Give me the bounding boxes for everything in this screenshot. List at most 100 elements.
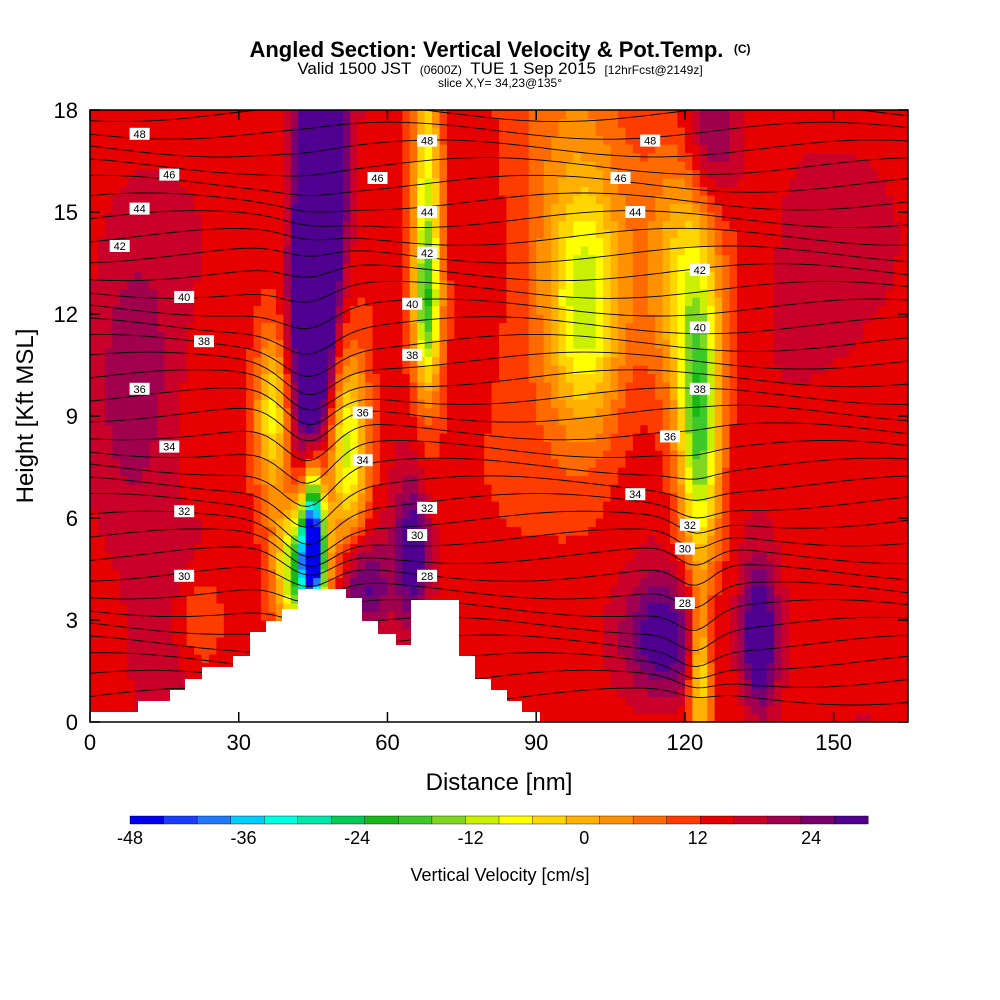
velocity-cell xyxy=(536,475,545,485)
velocity-cell xyxy=(551,628,560,638)
velocity-cell xyxy=(394,594,403,604)
velocity-cell xyxy=(878,501,887,511)
velocity-cell xyxy=(573,628,582,638)
velocity-cell xyxy=(394,518,403,528)
velocity-cell xyxy=(811,628,820,638)
velocity-cell xyxy=(231,365,240,375)
velocity-cell xyxy=(491,535,500,545)
velocity-cell xyxy=(870,450,879,460)
velocity-cell xyxy=(677,577,686,587)
velocity-cell xyxy=(662,543,671,553)
velocity-cell xyxy=(841,696,850,706)
velocity-cell xyxy=(729,492,738,502)
velocity-cell xyxy=(313,535,322,545)
velocity-cell xyxy=(216,424,225,434)
velocity-cell xyxy=(803,679,812,689)
velocity-cell xyxy=(893,535,902,545)
velocity-cell xyxy=(149,399,158,409)
velocity-cell xyxy=(216,484,225,494)
velocity-cell xyxy=(714,433,723,443)
velocity-cell xyxy=(870,424,879,434)
velocity-cell xyxy=(521,645,530,655)
velocity-cell xyxy=(357,433,366,443)
velocity-cell xyxy=(104,679,113,689)
velocity-cell xyxy=(261,416,270,426)
velocity-cell xyxy=(729,467,738,477)
velocity-cell xyxy=(855,535,864,545)
velocity-cell xyxy=(573,458,582,468)
velocity-cell xyxy=(766,679,775,689)
velocity-cell xyxy=(186,518,195,528)
velocity-cell xyxy=(119,671,128,681)
velocity-cell xyxy=(238,518,247,528)
velocity-cell xyxy=(855,407,864,417)
velocity-cell xyxy=(223,552,232,562)
velocity-cell xyxy=(372,484,381,494)
velocity-cell xyxy=(855,339,864,349)
velocity-cell xyxy=(90,365,99,375)
velocity-cell xyxy=(803,713,812,722)
velocity-cell xyxy=(387,577,396,587)
velocity-cell xyxy=(573,713,582,722)
velocity-cell xyxy=(543,441,552,451)
velocity-cell xyxy=(223,416,232,426)
velocity-cell xyxy=(841,433,850,443)
velocity-cell xyxy=(461,365,470,375)
velocity-cell xyxy=(298,577,307,587)
velocity-cell xyxy=(320,433,329,443)
velocity-cell xyxy=(253,399,262,409)
velocity-cell xyxy=(104,671,113,681)
velocity-cell xyxy=(670,569,679,579)
velocity-cell xyxy=(521,535,530,545)
velocity-cell xyxy=(253,433,262,443)
velocity-cell xyxy=(97,339,106,349)
velocity-cell xyxy=(714,492,723,502)
velocity-cell xyxy=(789,535,798,545)
velocity-cell xyxy=(201,645,210,655)
velocity-cell xyxy=(677,705,686,715)
velocity-cell xyxy=(848,484,857,494)
velocity-cell xyxy=(617,407,627,417)
velocity-cell xyxy=(818,628,827,638)
velocity-cell xyxy=(476,552,485,562)
velocity-cell xyxy=(662,467,671,477)
velocity-cell xyxy=(149,373,158,383)
velocity-cell xyxy=(536,696,545,706)
velocity-cell xyxy=(513,526,522,536)
velocity-cell xyxy=(796,543,805,553)
velocity-cell xyxy=(231,569,240,579)
velocity-cell xyxy=(610,688,619,698)
velocity-cell xyxy=(551,467,560,477)
velocity-cell xyxy=(744,569,753,579)
velocity-cell xyxy=(238,637,247,647)
velocity-cell xyxy=(268,467,277,477)
velocity-cell xyxy=(469,365,478,375)
velocity-cell xyxy=(127,399,136,409)
velocity-cell xyxy=(655,339,664,349)
velocity-cell xyxy=(127,492,136,502)
velocity-cell xyxy=(588,458,597,468)
velocity-cell xyxy=(826,399,835,409)
velocity-cell xyxy=(736,543,745,553)
velocity-cell xyxy=(766,552,775,562)
velocity-cell xyxy=(543,662,552,672)
velocity-cell xyxy=(476,586,485,596)
velocity-cell xyxy=(164,518,173,528)
velocity-cell xyxy=(506,637,515,647)
velocity-cell xyxy=(461,390,470,400)
velocity-cell xyxy=(803,518,812,528)
velocity-cell xyxy=(528,696,537,706)
velocity-cell xyxy=(603,501,612,511)
velocity-cell xyxy=(588,416,597,426)
velocity-cell xyxy=(261,373,270,383)
velocity-cell xyxy=(647,365,656,375)
velocity-cell xyxy=(617,492,627,502)
velocity-cell xyxy=(402,390,411,400)
velocity-cell xyxy=(290,407,299,417)
velocity-cell xyxy=(216,611,225,621)
velocity-cell xyxy=(766,501,775,511)
velocity-cell xyxy=(774,373,783,383)
velocity-cell xyxy=(246,390,255,400)
velocity-cell xyxy=(491,373,500,383)
velocity-cell xyxy=(387,433,396,443)
